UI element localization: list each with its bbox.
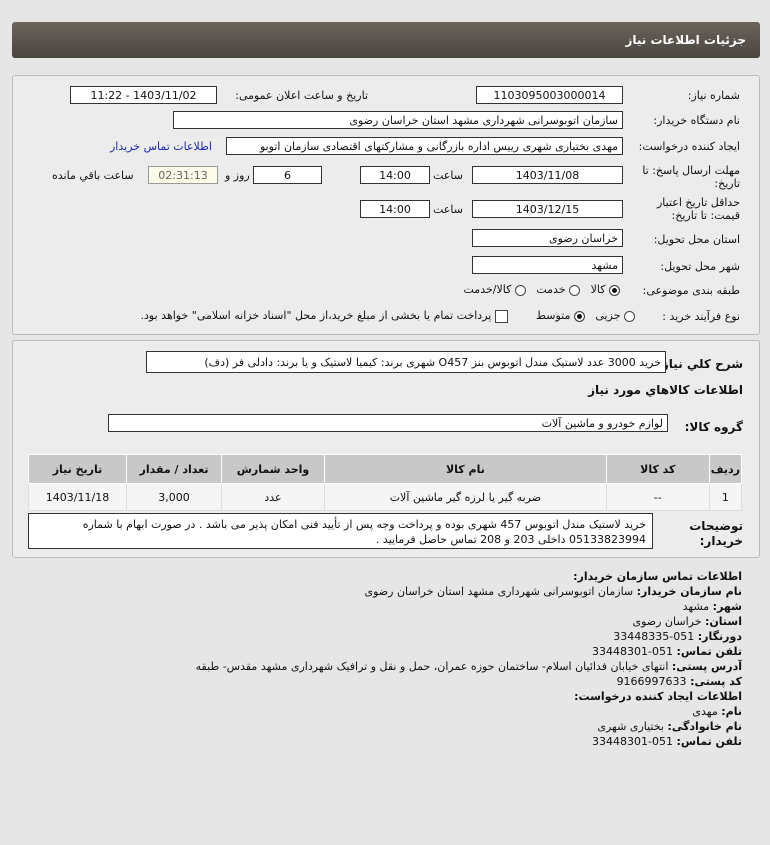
process-radio-group: جزیی متوسط پرداخت تمام یا بخشی از مبلغ خ…: [141, 309, 635, 323]
city-label: شهر:: [712, 600, 742, 613]
province-value: خراسان رضوی: [632, 615, 702, 628]
treasury-note: پرداخت تمام یا بخشی از مبلغ خرید،از محل …: [140, 309, 492, 322]
creator-phone-value: 051-33448301: [592, 735, 674, 748]
cell-row: 1: [708, 483, 743, 511]
col-code: کد کالا: [605, 454, 710, 484]
group-field: لوازم خودرو و ماشین آلات: [108, 414, 668, 432]
category-label: طبقه بندی موضوعی:: [642, 284, 740, 297]
fax-label: دورنگار:: [697, 630, 742, 643]
category-goods-radio[interactable]: [609, 284, 620, 296]
phone-label: تلفن تماس:: [676, 645, 742, 658]
col-unit: واحد شمارش: [221, 454, 325, 484]
summary-field: خرید 3000 عدد لاستیک مندل اتوبوس بنز O45…: [146, 351, 666, 373]
category-goods-label: کالا: [590, 283, 606, 296]
category-radio-group: کالا خدمت کالا/خدمت: [463, 283, 620, 296]
goods-table: ردیف کد کالا نام کالا واحد شمارش تعداد /…: [28, 454, 743, 511]
name-value: مهدی: [692, 705, 718, 718]
postal-label: کد پستی:: [690, 675, 742, 688]
page-header: جزئیات اطلاعات نیاز: [12, 22, 760, 58]
days-label: روز و: [225, 169, 250, 182]
deadline-time-field: 14:00: [360, 166, 430, 184]
creator-label: ایجاد کننده درخواست:: [638, 140, 740, 153]
goods-info-title: اطلاعات كالاهاي مورد نياز: [588, 383, 743, 397]
creator-field: مهدی بختیاری شهری رییس اداره بازرگانی و …: [226, 137, 623, 155]
col-name: نام کالا: [324, 454, 607, 484]
days-field: 6: [253, 166, 322, 184]
city-label: شهر محل تحویل:: [660, 260, 740, 273]
process-medium-radio[interactable]: [573, 310, 585, 322]
remaining-time-field: 02:31:13: [148, 166, 218, 184]
contact-title: اطلاعات تماس سازمان خریدار:: [573, 570, 742, 583]
process-label: نوع فرآیند خرید :: [662, 310, 740, 323]
address-label: آدرس پستی:: [671, 660, 742, 673]
summary-label: شرح كلي نياز:: [657, 357, 743, 371]
table-header-row: ردیف کد کالا نام کالا واحد شمارش تعداد /…: [28, 454, 743, 484]
deadline-label: مهلت ارسال پاسخ: تا تاریخ:: [642, 164, 740, 190]
contact-section: اطلاعات تماس سازمان خریدار: نام سازمان خ…: [196, 569, 742, 749]
creator-info-title: اطلاعات ایجاد کننده درخواست:: [574, 690, 742, 703]
notes-field: خرید لاستیک مندل اتوبوس 457 شهری بوده و …: [28, 513, 653, 549]
cell-code: --: [605, 483, 710, 511]
province-label: استان:: [705, 615, 742, 628]
announce-label: تاریخ و ساعت اعلان عمومی:: [235, 89, 368, 102]
notes-label: توضیحات خریدار:: [689, 519, 743, 548]
province-field: خراسان رضوی: [472, 229, 623, 247]
need-number-field: 1103095003000014: [476, 86, 623, 104]
creator-phone-label: تلفن تماس:: [676, 735, 742, 748]
city-field: مشهد: [472, 256, 623, 274]
announce-field: 1403/11/02 - 11:22: [70, 86, 217, 104]
validity-date-field: 1403/12/15: [472, 200, 623, 218]
process-medium-label: متوسط: [535, 309, 571, 322]
deadline-date-field: 1403/11/08: [472, 166, 623, 184]
fax-value: 051-33448335: [613, 630, 695, 643]
category-service-radio[interactable]: [569, 284, 581, 296]
org-label: نام سازمان خریدار:: [636, 585, 742, 598]
need-number-label: شماره نیاز:: [687, 89, 740, 102]
address-value: انتهای خیابان فدائیان اسلام- ساختمان حوز…: [195, 660, 669, 673]
cell-name: ضربه گیر یا لرزه گیر ماشین آلات: [324, 483, 607, 511]
validity-time-field: 14:00: [360, 200, 430, 218]
org-value: سازمان اتوبوسرانی شهرداری مشهد استان خرا…: [364, 585, 634, 598]
buyer-org-field: سازمان اتوبوسرانی شهرداری مشهد استان خرا…: [173, 111, 623, 129]
remaining-label: ساعت باقي مانده: [52, 169, 134, 182]
process-minor-radio[interactable]: [624, 310, 635, 322]
col-date: تاریخ نیاز: [28, 454, 127, 484]
category-both-label: کالا/خدمت: [463, 283, 512, 296]
deadline-time-label: ساعت: [433, 169, 463, 182]
group-label: گروه کالا:: [684, 420, 743, 434]
province-label: استان محل تحویل:: [653, 233, 740, 246]
category-both-radio[interactable]: [514, 284, 526, 296]
category-service-label: خدمت: [536, 283, 566, 296]
cell-date: 1403/11/18: [28, 483, 127, 511]
buyer-contact-link[interactable]: اطلاعات تماس خریدار: [110, 140, 212, 153]
buyer-org-label: نام دستگاه خریدار:: [653, 114, 740, 127]
treasury-checkbox[interactable]: [494, 309, 508, 323]
name-label: نام:: [721, 705, 742, 718]
cell-unit: عدد: [221, 483, 325, 511]
col-qty: تعداد / مقدار: [126, 454, 222, 484]
table-row: 1 -- ضربه گیر یا لرزه گیر ماشین آلات عدد…: [28, 483, 743, 511]
col-row: ردیف: [708, 454, 743, 484]
family-value: بختیاری شهری: [597, 720, 664, 733]
process-minor-label: جزیی: [595, 309, 621, 322]
cell-qty: 3,000: [126, 483, 222, 511]
family-label: نام خانوادگی:: [667, 720, 742, 733]
city-value: مشهد: [682, 600, 710, 613]
postal-value: 9166997633: [616, 675, 687, 688]
validity-label: حداقل تاریخ اعتبار قیمت: تا تاریخ:: [656, 196, 740, 222]
validity-time-label: ساعت: [433, 203, 463, 216]
phone-value: 051-33448301: [592, 645, 674, 658]
